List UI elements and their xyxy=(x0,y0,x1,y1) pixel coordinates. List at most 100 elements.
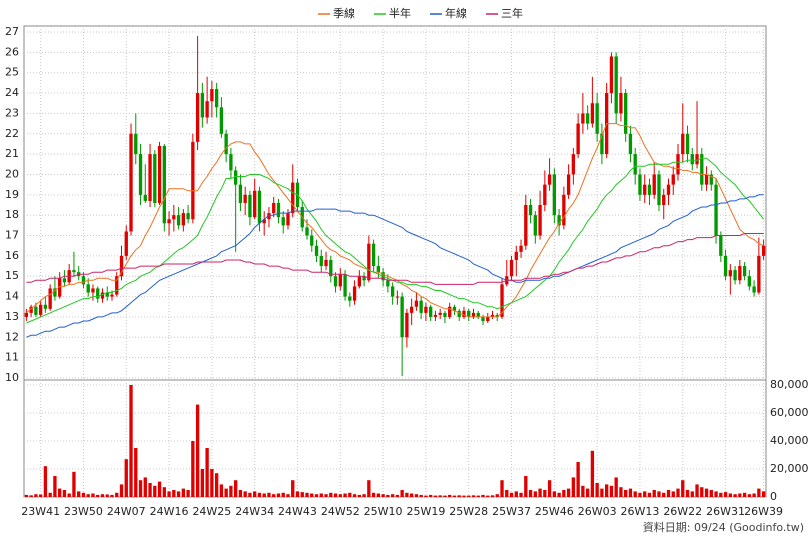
candle-body xyxy=(562,194,566,226)
candle-body xyxy=(614,56,618,114)
candle-body xyxy=(281,217,285,226)
candle-body xyxy=(590,103,595,124)
y-tick-label: 26 xyxy=(5,45,19,58)
volume-bar xyxy=(757,488,761,497)
y-tick-label: 20 xyxy=(5,167,19,180)
candle-body xyxy=(619,93,623,114)
candle-body xyxy=(153,154,157,203)
candle-body xyxy=(528,205,533,216)
candle-body xyxy=(519,245,523,252)
volume-bar xyxy=(638,492,642,497)
candle-body xyxy=(34,306,38,315)
candle-body xyxy=(409,306,414,313)
volume-bar xyxy=(343,493,347,497)
candle-body xyxy=(643,184,647,195)
volume-bar xyxy=(72,471,76,497)
candle-body xyxy=(676,154,680,175)
volume-bar xyxy=(91,493,95,497)
x-tick-label: 25W46 xyxy=(535,505,574,518)
candle-body xyxy=(200,93,205,118)
candle-body xyxy=(319,255,323,267)
x-tick-label: 26W39 xyxy=(744,505,783,518)
candle-body xyxy=(566,174,571,195)
candle-body xyxy=(238,184,243,203)
candle-body xyxy=(81,276,86,285)
y-tick-label: 10 xyxy=(5,371,19,384)
volume-bar xyxy=(486,495,490,497)
candle-body xyxy=(210,88,214,102)
volume-bar xyxy=(633,491,637,497)
volume-bar xyxy=(386,494,390,497)
volume-bar xyxy=(34,494,38,497)
candle-body xyxy=(495,314,499,317)
candle-body xyxy=(262,219,266,224)
candle-body xyxy=(438,312,442,315)
volume-bar xyxy=(295,491,300,497)
volume-bar xyxy=(467,495,471,497)
volume-bar xyxy=(719,492,723,497)
volume-bar xyxy=(143,477,147,497)
volume-bar xyxy=(53,476,57,497)
candle-body xyxy=(253,190,257,218)
candle-body xyxy=(291,182,295,214)
candle-body xyxy=(219,107,224,134)
candle-body xyxy=(657,174,661,205)
candle-body xyxy=(638,174,642,195)
candle-body xyxy=(728,270,732,277)
volume-bar xyxy=(647,492,652,497)
volume-bar xyxy=(138,480,143,497)
candle-body xyxy=(386,280,390,287)
volume-bar xyxy=(43,466,48,497)
candle-body xyxy=(257,190,262,224)
volume-bar xyxy=(628,488,633,497)
volume-bar xyxy=(281,492,285,497)
volume-bar xyxy=(528,490,533,497)
candle-body xyxy=(476,312,480,317)
volume-bar xyxy=(300,492,304,497)
volume-bar xyxy=(376,493,381,497)
volume-bar xyxy=(723,492,728,497)
volume-bar xyxy=(390,494,395,497)
volume-bar xyxy=(58,488,62,497)
volume-bar xyxy=(505,490,509,497)
candle-body xyxy=(191,141,195,220)
volume-bar xyxy=(409,493,414,497)
y2-tick-label: 60,000 xyxy=(770,406,808,419)
candle-body xyxy=(714,184,718,236)
candle-body xyxy=(119,255,124,277)
volume-bar xyxy=(433,495,438,497)
candle-body xyxy=(38,304,43,315)
y-tick-label: 22 xyxy=(5,127,19,140)
volume-bar xyxy=(238,490,243,497)
candle-body xyxy=(514,251,518,260)
candle-body xyxy=(100,292,105,299)
volume-bar xyxy=(291,480,295,497)
candle-body xyxy=(229,154,233,171)
volume-bar xyxy=(443,495,447,497)
volume-bar xyxy=(167,491,171,497)
candle-body xyxy=(167,219,171,224)
candle-body xyxy=(367,243,371,281)
volume-bar xyxy=(552,491,557,497)
x-tick-label: 24W34 xyxy=(235,505,274,518)
candle-body xyxy=(390,286,395,297)
x-tick-label: 24W16 xyxy=(150,505,189,518)
legend-label: 年線 xyxy=(445,6,467,20)
volume-bar xyxy=(338,494,342,497)
volume-bar xyxy=(590,450,595,497)
volume-bar xyxy=(524,476,528,497)
volume-bar xyxy=(547,480,552,497)
candle-body xyxy=(233,170,238,185)
volume-bar xyxy=(38,494,43,497)
ma-line xyxy=(26,194,764,338)
candle-body xyxy=(162,145,166,224)
volume-bar xyxy=(562,490,566,497)
candle-body xyxy=(214,88,219,108)
y2-tick-label: 0 xyxy=(770,490,777,503)
candle-body xyxy=(552,174,557,216)
candle-body xyxy=(742,266,747,277)
x-tick-label: 25W10 xyxy=(364,505,403,518)
candle-body xyxy=(176,215,181,226)
volume-bar xyxy=(48,492,52,497)
y2-tick-label: 80,000 xyxy=(770,378,808,391)
